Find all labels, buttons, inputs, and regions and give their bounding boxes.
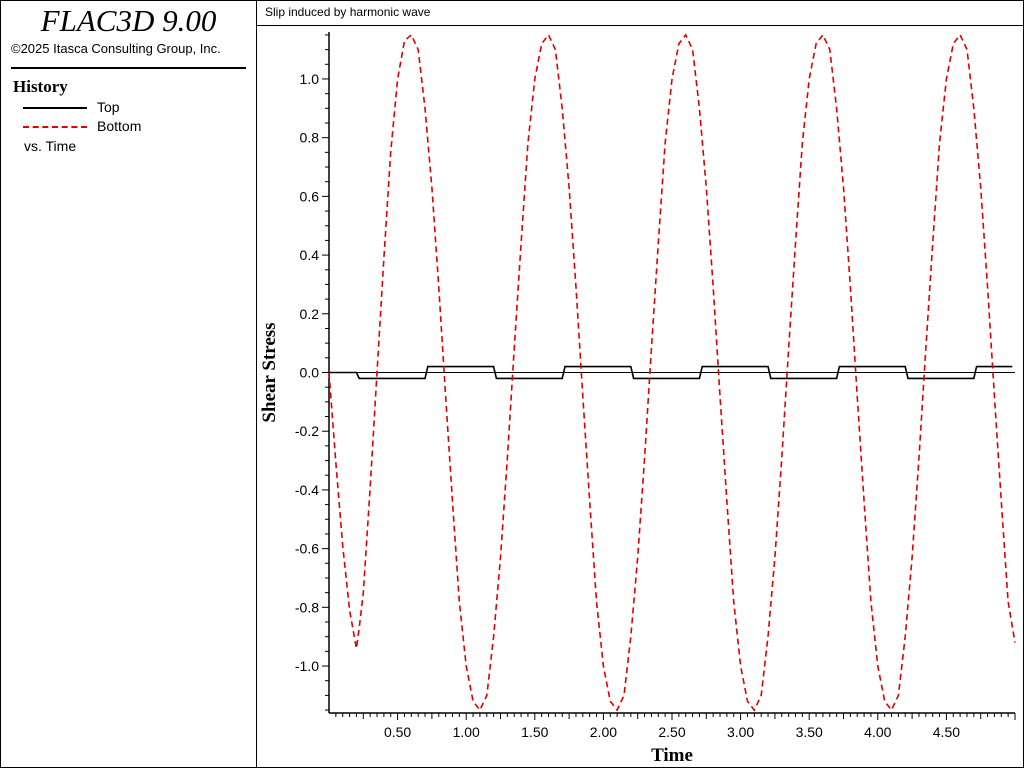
x-tick-label: 1.00	[453, 724, 480, 740]
y-tick-label: -0.4	[295, 482, 319, 498]
x-tick-label: 2.50	[658, 724, 685, 740]
y-tick-label: 0.2	[300, 306, 320, 322]
x-tick-label: 0.50	[384, 724, 411, 740]
chart-title-bar: Slip induced by harmonic wave	[257, 1, 1023, 26]
series-line-top	[329, 365, 1013, 380]
y-tick-label: -1.0	[295, 658, 319, 674]
panel-divider	[11, 67, 246, 69]
y-tick-label: -0.6	[295, 541, 319, 557]
x-tick-label: 2.00	[590, 724, 617, 740]
x-axis-label: Time	[651, 745, 693, 766]
legend-panel: FLAC3D 9.00 ©2025 Itasca Consulting Grou…	[1, 1, 257, 767]
y-tick-label: 1.0	[300, 71, 320, 87]
x-tick-label: 3.50	[796, 724, 823, 740]
legend-label-bottom: Bottom	[97, 118, 142, 134]
x-tick-label: 3.00	[727, 724, 754, 740]
y-tick-label: 0.4	[300, 247, 320, 263]
chart-title: Slip induced by harmonic wave	[265, 5, 431, 19]
history-heading: History	[13, 77, 68, 96]
legend-label-top: Top	[97, 99, 120, 115]
x-tick-label: 4.00	[864, 724, 891, 740]
legend-swatch-bottom	[23, 126, 87, 128]
y-tick-label: 0.6	[300, 188, 320, 204]
series-line-bottom	[328, 33, 1016, 712]
plot-svg: 1.0 0.8 0.6 0.4 0.2 0.0 -0.2 -0.4 -0.6 -0.8 -1.0 0.…	[259, 32, 1016, 766]
x-tick-label: 4.50	[933, 724, 960, 740]
app-title: FLAC3D 9.00	[40, 3, 217, 38]
x-tick-label: 1.50	[521, 724, 548, 740]
copyright-text: ©2025 Itasca Consulting Group, Inc.	[11, 41, 221, 56]
y-tick-label: 0.8	[300, 130, 320, 146]
y-tick-label: -0.8	[295, 599, 319, 615]
chart-area: Slip induced by harmonic wave 1.0 0.8 0.6 0…	[257, 1, 1023, 767]
y-axis-label: Shear Stress	[259, 322, 280, 422]
y-tick-label: -0.2	[295, 423, 319, 439]
vs-time-label: vs. Time	[24, 138, 77, 154]
legend-swatch-top	[23, 107, 87, 109]
y-tick-label: 0.0	[300, 365, 320, 381]
